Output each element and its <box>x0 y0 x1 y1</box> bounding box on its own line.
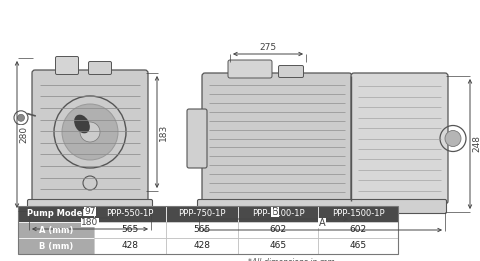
Bar <box>238 222 318 238</box>
Bar <box>318 206 398 222</box>
Text: 565: 565 <box>121 226 139 234</box>
Bar <box>18 206 398 254</box>
FancyBboxPatch shape <box>202 73 352 204</box>
Text: Pump Model: Pump Model <box>27 210 85 218</box>
FancyBboxPatch shape <box>197 199 446 213</box>
Circle shape <box>445 130 461 146</box>
Text: 97: 97 <box>84 207 96 216</box>
Circle shape <box>62 104 118 160</box>
Bar <box>166 222 238 238</box>
Text: B (mm): B (mm) <box>39 241 73 251</box>
Ellipse shape <box>74 115 90 133</box>
FancyBboxPatch shape <box>351 73 448 204</box>
Bar <box>94 206 166 222</box>
Text: 465: 465 <box>349 241 367 251</box>
Bar <box>94 238 166 254</box>
Text: 565: 565 <box>193 226 211 234</box>
Text: 602: 602 <box>269 226 287 234</box>
Text: 465: 465 <box>269 241 287 251</box>
Text: PPP-1500-1P: PPP-1500-1P <box>332 210 384 218</box>
Bar <box>18 238 94 254</box>
Bar <box>238 238 318 254</box>
FancyBboxPatch shape <box>27 199 153 212</box>
Text: PPP-750-1P: PPP-750-1P <box>178 210 226 218</box>
Text: 602: 602 <box>349 226 367 234</box>
Bar <box>238 206 318 222</box>
FancyBboxPatch shape <box>228 60 272 78</box>
FancyBboxPatch shape <box>56 56 79 74</box>
Text: B: B <box>272 207 278 217</box>
Text: 280: 280 <box>19 126 28 143</box>
Text: *All dimensions in mm.: *All dimensions in mm. <box>248 258 337 261</box>
Text: 248: 248 <box>472 135 480 152</box>
Bar <box>166 206 238 222</box>
Text: 428: 428 <box>193 241 211 251</box>
FancyBboxPatch shape <box>278 66 303 78</box>
Text: A: A <box>319 218 325 228</box>
Bar <box>94 222 166 238</box>
FancyBboxPatch shape <box>187 109 207 168</box>
Bar <box>318 238 398 254</box>
Text: A (mm): A (mm) <box>39 226 73 234</box>
Bar <box>18 222 94 238</box>
Circle shape <box>17 114 24 121</box>
Bar <box>166 238 238 254</box>
Bar <box>318 222 398 238</box>
Text: PPP-1100-1P: PPP-1100-1P <box>252 210 304 218</box>
Text: 275: 275 <box>259 43 276 52</box>
Text: 180: 180 <box>82 218 98 227</box>
Text: 183: 183 <box>159 123 168 141</box>
Text: 428: 428 <box>121 241 139 251</box>
Text: PPP-550-1P: PPP-550-1P <box>106 210 154 218</box>
FancyBboxPatch shape <box>88 62 111 74</box>
Circle shape <box>80 122 100 142</box>
FancyBboxPatch shape <box>32 70 148 204</box>
Bar <box>18 206 94 222</box>
